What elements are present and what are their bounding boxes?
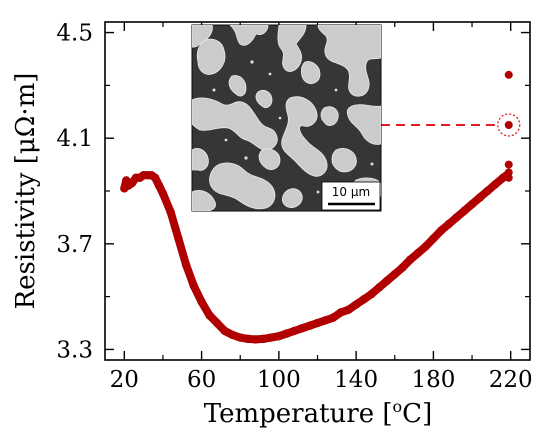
data-point	[351, 300, 361, 309]
data-point	[390, 269, 399, 279]
data-point	[413, 248, 423, 258]
data-point	[166, 207, 175, 217]
data-point	[205, 310, 214, 320]
data-point	[189, 281, 199, 291]
x-tick-label: 20	[110, 367, 139, 393]
data-point	[504, 160, 513, 169]
data-point	[274, 332, 284, 341]
y-tick-label: 4.5	[56, 21, 93, 47]
data-point	[266, 333, 276, 342]
data-point	[460, 206, 469, 216]
data-point	[212, 318, 222, 328]
sem-inset-image: 10 μm	[191, 24, 382, 212]
x-tick-label: 180	[411, 367, 455, 393]
y-tick-label: 3.7	[56, 232, 93, 258]
inset-scale-bar: 10 μm	[321, 181, 381, 211]
data-point	[282, 329, 291, 338]
data-point	[154, 181, 164, 190]
highlight-circle	[497, 113, 521, 137]
data-point	[359, 295, 369, 304]
data-point	[290, 326, 299, 336]
y-tick-label: 4.1	[56, 126, 93, 152]
data-point	[504, 70, 513, 79]
data-series	[120, 70, 513, 344]
x-tick-label: 60	[187, 367, 216, 393]
x-axis: 20 60 100 140 180 220	[110, 22, 533, 393]
scale-bar-label: 10 μm	[332, 185, 370, 199]
data-point	[491, 180, 500, 189]
data-point	[259, 334, 268, 344]
data-point	[313, 318, 322, 328]
data-point	[158, 189, 168, 198]
data-point	[336, 308, 345, 317]
data-point	[467, 200, 477, 209]
data-point	[398, 263, 407, 272]
data-point	[251, 335, 260, 344]
data-point	[236, 333, 245, 342]
data-point	[297, 324, 307, 333]
data-point	[483, 186, 492, 196]
data-point	[181, 260, 191, 270]
x-axis-title: Temperature [oC]	[204, 397, 432, 429]
data-point	[321, 316, 330, 325]
x-tick-label: 100	[257, 367, 301, 393]
data-point	[228, 330, 237, 340]
x-tick-label: 220	[489, 367, 533, 393]
data-point	[328, 313, 338, 322]
highlight-annotation	[381, 113, 521, 137]
y-axis-title: Resistivity [μΩ·m]	[11, 73, 41, 310]
data-point	[243, 334, 253, 344]
data-point	[444, 219, 454, 229]
data-point	[504, 120, 513, 129]
data-point	[375, 283, 384, 292]
data-point	[344, 305, 353, 315]
y-axis: 3.3 3.7 4.1 4.5	[56, 21, 530, 363]
y-tick-label: 3.3	[56, 337, 93, 363]
data-point	[197, 297, 206, 307]
data-point	[174, 234, 183, 243]
x-tick-label: 140	[334, 367, 378, 393]
data-point	[436, 226, 446, 235]
data-point	[452, 213, 461, 222]
data-point	[475, 193, 484, 202]
data-point	[504, 173, 513, 182]
data-point	[421, 242, 430, 251]
data-point	[151, 173, 160, 182]
data-point	[220, 326, 229, 336]
data-point	[367, 289, 376, 299]
data-point	[382, 276, 392, 285]
data-point	[305, 321, 314, 330]
data-point	[406, 255, 415, 264]
data-point	[429, 234, 438, 243]
